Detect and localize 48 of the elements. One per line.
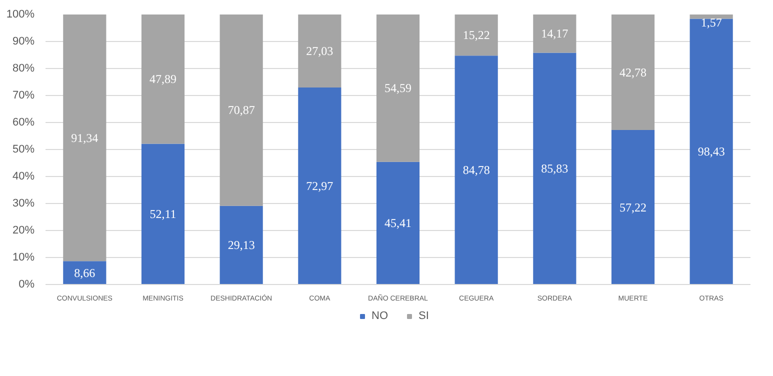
y-tick-label: 100%: [6, 8, 35, 20]
y-tick-label: 60%: [12, 116, 35, 128]
y-tick-label: 80%: [12, 62, 35, 74]
data-label: 57,22: [620, 200, 646, 214]
y-tick-label: 0%: [18, 278, 35, 290]
bar: [376, 162, 420, 284]
data-label: 27,03: [306, 44, 334, 58]
data-label: 1,57: [700, 16, 722, 30]
legend-label: NO: [372, 310, 389, 322]
y-tick-label: 20%: [12, 224, 35, 236]
y-tick-label: 70%: [12, 90, 35, 102]
bar: [63, 14, 106, 262]
y-tick-label: 50%: [12, 144, 35, 156]
data-label: 29,13: [228, 238, 255, 252]
data-label: 47,89: [150, 72, 176, 86]
data-label: 54,59: [384, 81, 412, 96]
legend-label: SI: [418, 310, 430, 322]
bar: [611, 130, 655, 284]
data-label: 72,97: [306, 178, 334, 193]
y-tick-label: 40%: [12, 170, 35, 182]
y-tick-label: 10%: [12, 252, 35, 264]
bar: [376, 14, 420, 162]
y-tick-label: 90%: [12, 36, 35, 48]
data-label: 8,66: [74, 266, 96, 280]
data-label: 42,78: [620, 65, 646, 80]
data-label: 91,34: [71, 130, 98, 145]
data-label: 45,41: [384, 216, 412, 230]
y-tick-label: 30%: [12, 198, 35, 210]
bar: [611, 14, 655, 130]
data-label: 85,83: [541, 162, 568, 176]
bar: [220, 206, 263, 284]
data-label: 84,78: [462, 163, 490, 178]
bar: [141, 144, 185, 284]
bar: [298, 14, 342, 88]
bar: [298, 87, 342, 284]
bar: [454, 56, 498, 284]
bar: [690, 14, 733, 19]
data-label: 14,17: [541, 26, 568, 41]
bar: [533, 52, 576, 284]
bar: [220, 14, 263, 206]
bar: [533, 14, 576, 53]
data-label: 52,11: [150, 207, 176, 222]
bar: [454, 14, 498, 56]
bar: [690, 18, 733, 284]
data-label: 98,43: [698, 144, 725, 159]
data-label: 15,22: [462, 28, 490, 42]
data-label: 70,87: [228, 103, 255, 118]
bar: [141, 14, 185, 144]
